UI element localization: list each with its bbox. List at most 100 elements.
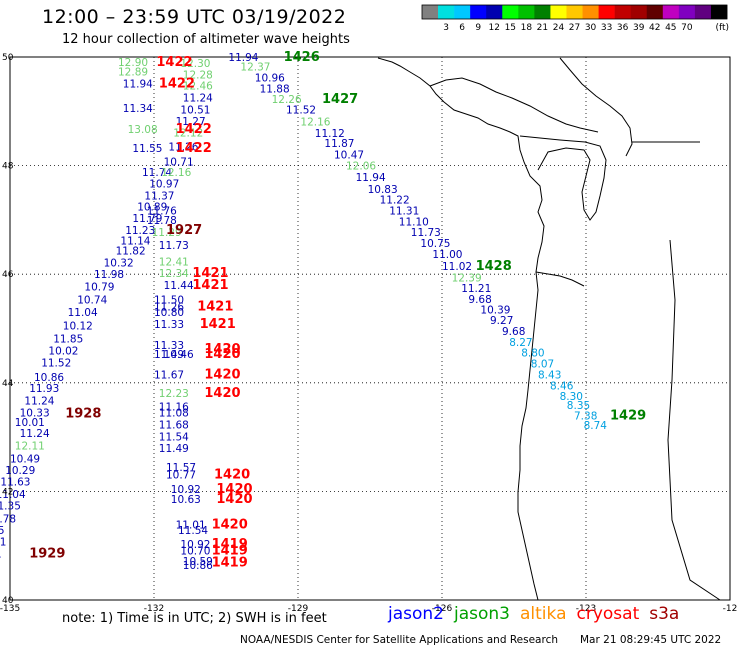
color-scale-swatch	[550, 5, 567, 19]
color-scale-label: 36	[617, 23, 629, 33]
color-scale-label: 30	[585, 23, 597, 33]
wave-height-value: 11.22	[380, 195, 410, 207]
pass-time-label: 1420	[216, 492, 252, 507]
color-scale-bar: 3 6 9 12 15 18 21 24 27 30 33 36 39 42 45 70 (ft)	[421, 4, 729, 33]
pass-time-label: 1420	[216, 482, 252, 497]
wave-height-value: 10.49	[10, 454, 40, 466]
wave-height-value: 10.77	[166, 469, 196, 481]
wave-height-value: 11.57	[166, 462, 196, 474]
wave-height-value: 10.59	[183, 556, 213, 568]
satellite-legend-entry: s3a	[649, 604, 680, 624]
wave-height-value: 7.38	[574, 411, 597, 423]
wave-height-value: 11.49	[159, 443, 189, 455]
wave-height-value: 11.31	[389, 205, 419, 217]
pass-time-label: 1429	[610, 409, 646, 424]
wave-height-value: 12.26	[272, 94, 302, 106]
wave-height-value: 12.16	[161, 167, 191, 179]
wave-height-value: 12.37	[240, 62, 270, 74]
color-scale-label: 18	[521, 23, 533, 33]
wave-height-value: 12.46	[183, 81, 213, 93]
wave-height-value: 11.68	[159, 419, 189, 431]
wave-height-value: 10.46	[164, 349, 194, 361]
wave-height-value: 8.43	[538, 369, 561, 381]
wave-height-value: 10.96	[255, 72, 285, 84]
wave-height-value: 10.47	[334, 150, 364, 162]
wave-height-value: 10.70	[180, 545, 210, 557]
coastline-bc-mainland	[559, 57, 633, 157]
pass-time-label: 1927	[166, 223, 202, 238]
wave-height-value: 11.02	[442, 261, 472, 273]
coastline-mainland	[377, 57, 545, 601]
wave-height-value: 12.16	[300, 116, 330, 128]
wave-height-value: 10.92	[171, 484, 201, 496]
color-scale-label: 9	[475, 23, 481, 33]
color-scale-label: 15	[505, 23, 516, 33]
color-scale-label: 42	[649, 23, 660, 33]
wave-height-value: 11.73	[159, 240, 189, 252]
wave-height-value: 11.94	[123, 78, 153, 90]
pass-time-label: 1421	[192, 278, 228, 293]
pass-time-label: 1420	[204, 342, 240, 357]
pass-time-label: 1929	[29, 547, 65, 562]
wave-height-value: 11.16	[159, 401, 189, 413]
pass-time-label: 1422	[176, 141, 212, 156]
wave-height-value: 10.74	[77, 295, 107, 307]
pass-time-label: 1420	[204, 386, 240, 401]
color-scale-label: 33	[601, 23, 612, 33]
wave-height-value: 12.28	[183, 70, 213, 82]
wave-height-value: 11.04	[68, 307, 98, 319]
pass-time-label: 1420	[204, 367, 240, 382]
color-scale-swatch	[630, 5, 648, 19]
satellite-legend-entry: cryosat	[576, 604, 640, 624]
lon-tick-label: -132	[144, 604, 164, 614]
color-scale-swatch	[534, 5, 551, 19]
wave-height-value: 11.74	[142, 167, 172, 179]
inland-water	[667, 239, 721, 601]
wave-height-value: 12.41	[159, 257, 189, 269]
wave-height-value: 11.26	[168, 141, 198, 153]
color-scale-swatch	[710, 5, 728, 19]
color-scale-label: 6	[459, 23, 465, 33]
pass-time-label: 1420	[204, 347, 240, 362]
footer-note: note: 1) Time is in UTC; 2) SWH is in fe…	[62, 611, 327, 626]
wave-height-value: 12.12	[173, 127, 203, 139]
color-scale-swatch	[502, 5, 519, 19]
wave-height-value: 11.52	[41, 358, 71, 370]
wave-height-value: 11.12	[315, 128, 345, 140]
wave-height-value: 12.11	[15, 441, 45, 453]
pass-time-label: 1422	[176, 122, 212, 137]
pass-time-label: 1420	[214, 467, 250, 482]
pass-time-label: 1421	[197, 300, 233, 315]
color-scale-swatch	[486, 5, 503, 19]
coastline	[377, 57, 721, 601]
lat-tick-label: 46	[2, 270, 14, 280]
wave-height-value: 9.68	[468, 294, 491, 306]
wave-height-value: 11.54	[178, 525, 208, 537]
color-scale-swatch	[566, 5, 583, 19]
wave-height-value: 8.35	[567, 400, 590, 412]
wave-height-value: 8.07	[531, 359, 554, 371]
wave-height-value: 10.39	[480, 304, 510, 316]
color-scale-swatch	[614, 5, 631, 19]
color-scale-unit: (ft)	[715, 23, 729, 33]
wave-height-value: 11.10	[399, 216, 429, 228]
wave-height-value: 10.75	[420, 238, 450, 250]
wave-height-value: 11.24	[20, 428, 50, 440]
wave-height-value: 11.29	[152, 227, 182, 239]
wave-height-value: 10.32	[104, 258, 134, 270]
pass-time-label: 1419	[212, 555, 248, 570]
pass-time-label: 1427	[322, 92, 358, 107]
wave-height-value: 9.68	[502, 326, 525, 338]
wave-height-value: 12.23	[159, 388, 189, 400]
wave-height-value: 10.89	[137, 202, 167, 214]
wave-height-value: 11.94	[356, 172, 386, 184]
wave-height-value: 11.08	[159, 407, 189, 419]
color-scale-swatch	[662, 5, 680, 19]
pass-time-label: 1419	[212, 543, 248, 558]
wave-height-value: 12.89	[118, 66, 148, 78]
wave-height-value: 11.50	[154, 295, 184, 307]
wave-height-value: 11.26	[154, 302, 184, 314]
wave-height-value: 10.79	[84, 281, 114, 293]
color-scale-swatch	[454, 5, 471, 19]
wave-height-value: 11.54	[159, 431, 189, 443]
